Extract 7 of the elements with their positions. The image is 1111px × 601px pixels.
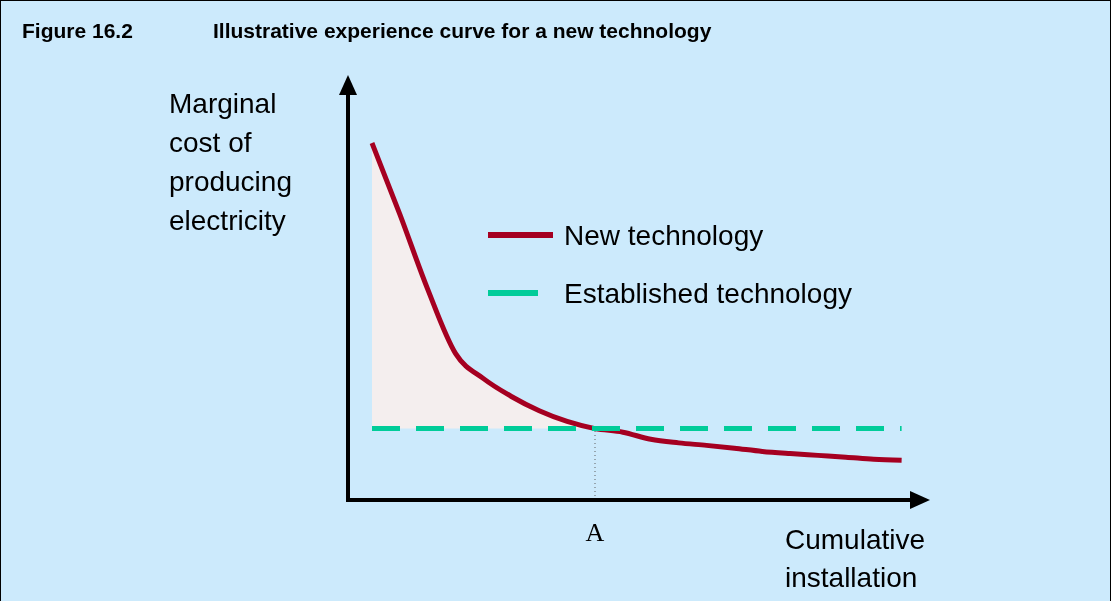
legend-label: Established technology [564, 278, 852, 309]
chart-subtitle: Illustrative experience curve for a new technology [213, 19, 712, 42]
text: Figure 16.2 [22, 19, 133, 42]
annotation: A [585, 518, 605, 547]
y-axis-title: Marginal cost of producing electricity [169, 88, 292, 236]
legend-label: New technology [564, 220, 764, 251]
x-axis-title: Cumulative installation [785, 524, 926, 593]
